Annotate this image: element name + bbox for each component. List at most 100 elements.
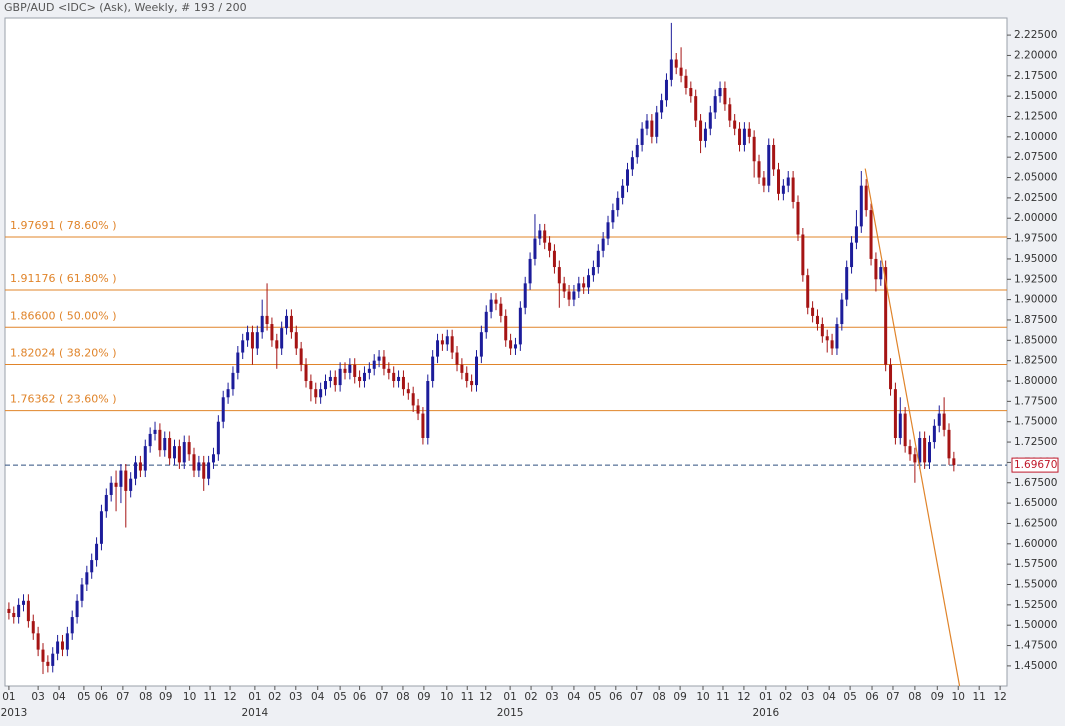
y-tick-label: 1.62500: [1014, 517, 1057, 529]
y-tick-label: 1.80000: [1014, 375, 1057, 387]
candle-body: [655, 112, 659, 137]
y-tick-label: 1.60000: [1014, 538, 1057, 550]
candle-body: [533, 238, 537, 259]
candle-body: [440, 340, 444, 345]
candle-body: [17, 604, 21, 618]
x-tick-label: 11: [716, 691, 729, 703]
candle-body: [523, 283, 527, 308]
candle-body: [645, 120, 649, 129]
candle-body: [557, 267, 561, 284]
candle-body: [591, 267, 595, 276]
candle-body: [952, 458, 956, 466]
candle-body: [221, 397, 225, 422]
y-tick-label: 1.67500: [1014, 477, 1057, 489]
candle-body: [436, 340, 440, 357]
x-tick-label: 06: [609, 691, 623, 703]
candle-body: [148, 433, 152, 447]
candle-body: [621, 185, 625, 198]
candle-body: [12, 612, 16, 618]
candle-body: [664, 79, 668, 101]
candle-body: [562, 283, 566, 292]
candle-body: [879, 267, 883, 280]
candle-body: [450, 336, 454, 353]
candle-body: [387, 368, 391, 373]
candle-body: [752, 136, 756, 162]
candle-body: [226, 389, 230, 398]
candle-body: [908, 446, 912, 455]
y-tick-label: 1.55000: [1014, 579, 1057, 591]
candle-body: [874, 258, 878, 280]
candle-body: [114, 482, 118, 487]
candle-body: [207, 462, 211, 479]
candle-body: [796, 201, 800, 235]
y-tick-label: 1.90000: [1014, 294, 1057, 306]
y-tick-label: 2.07500: [1014, 151, 1057, 163]
fib-label: 1.82024 ( 38.20% ): [10, 347, 117, 360]
candle-body: [60, 641, 64, 650]
y-tick-label: 1.97500: [1014, 233, 1057, 245]
x-tick-label: 08: [652, 691, 665, 703]
candle-body: [80, 584, 84, 601]
x-tick-label: 12: [479, 691, 492, 703]
candle-body: [830, 340, 834, 349]
candle-body: [22, 600, 26, 605]
candle-body: [338, 368, 342, 386]
x-tick-label: 09: [159, 691, 172, 703]
candle-body: [119, 470, 123, 487]
candle-body: [689, 87, 693, 97]
year-label: 2014: [242, 707, 269, 719]
candle-body: [757, 161, 761, 178]
plot-layer: [5, 22, 1007, 686]
candle-body: [543, 230, 547, 243]
candle-body: [304, 364, 308, 382]
y-tick-label: 2.17500: [1014, 70, 1057, 82]
candle-body: [470, 381, 474, 386]
x-tick-label: 01: [759, 691, 772, 703]
candle-body: [552, 250, 556, 268]
candle-body: [518, 307, 522, 345]
candle-body: [294, 332, 298, 349]
y-tick-label: 1.47500: [1014, 640, 1057, 652]
candle-body: [309, 381, 313, 390]
x-tick-label: 12: [737, 691, 750, 703]
candle-body: [51, 653, 55, 666]
x-tick-label: 01: [248, 691, 261, 703]
candle-body: [713, 96, 717, 113]
y-tick-label: 2.00000: [1014, 212, 1057, 224]
candle-body: [728, 104, 732, 121]
year-label: 2016: [752, 707, 779, 719]
candle-body: [104, 494, 108, 512]
candle-body: [889, 364, 893, 390]
last-price-box: [1011, 457, 1059, 473]
candle-body: [324, 381, 328, 390]
x-tick-label: 08: [396, 691, 409, 703]
candle-body: [538, 230, 542, 239]
candle-body: [801, 234, 805, 276]
y-tick-label: 2.10000: [1014, 131, 1057, 143]
candle-body: [626, 169, 630, 186]
candle-body: [786, 177, 790, 186]
candle-body: [173, 446, 177, 459]
y-tick-label: 1.82500: [1014, 355, 1057, 367]
candle-body: [791, 177, 795, 202]
candle-body: [825, 336, 829, 341]
candle-body: [708, 112, 712, 129]
x-tick-label: 02: [779, 691, 792, 703]
x-tick-label: 09: [673, 691, 686, 703]
candle-body: [489, 299, 493, 312]
candle-body: [192, 454, 196, 471]
candle-body: [7, 608, 11, 613]
x-tick-label: 10: [952, 691, 965, 703]
candle-body: [937, 413, 941, 426]
candle-body: [513, 344, 517, 349]
candle-body: [845, 267, 849, 300]
candle-body: [679, 67, 683, 76]
candle-body: [884, 267, 888, 365]
candle-body: [236, 352, 240, 373]
fib-label: 1.97691 ( 78.60% ): [10, 219, 117, 232]
candle-body: [41, 649, 45, 662]
x-tick-label: 10: [183, 691, 196, 703]
fib-label: 1.76362 ( 23.60% ): [10, 393, 117, 406]
y-tick-label: 2.05000: [1014, 172, 1057, 184]
y-tick-label: 2.20000: [1014, 49, 1057, 61]
